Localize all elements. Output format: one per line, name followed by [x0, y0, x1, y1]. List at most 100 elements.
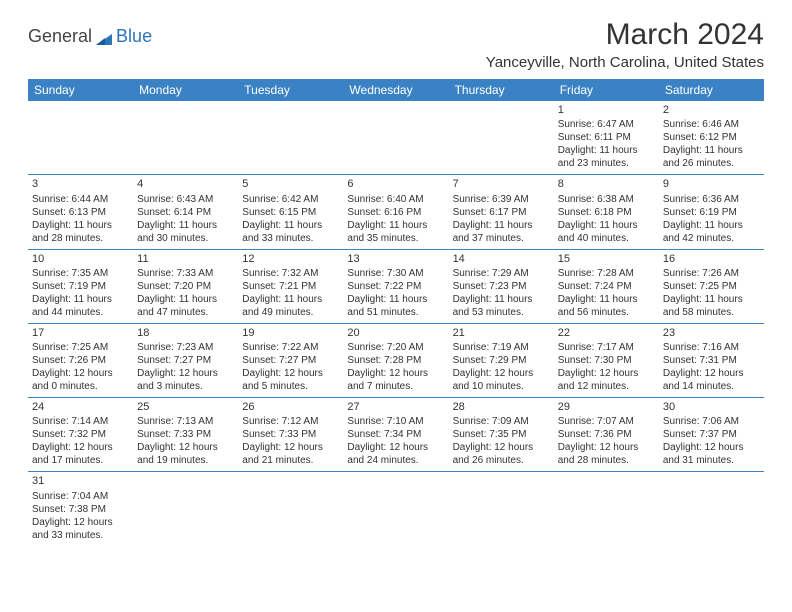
daylight-text2: and 7 minutes.: [347, 380, 444, 393]
calendar-row: 31Sunrise: 7:04 AMSunset: 7:38 PMDayligh…: [28, 472, 764, 546]
day-number: 7: [453, 177, 550, 191]
sunrise-text: Sunrise: 7:13 AM: [137, 415, 234, 428]
day-number: 26: [242, 400, 339, 414]
sunset-text: Sunset: 6:15 PM: [242, 206, 339, 219]
daylight-text: Daylight: 11 hours: [558, 144, 655, 157]
sunrise-text: Sunrise: 6:46 AM: [663, 118, 760, 131]
calendar-cell: 10Sunrise: 7:35 AMSunset: 7:19 PMDayligh…: [28, 249, 133, 323]
sunrise-text: Sunrise: 7:35 AM: [32, 267, 129, 280]
calendar-cell: 9Sunrise: 6:36 AMSunset: 6:19 PMDaylight…: [659, 175, 764, 249]
day-number: 19: [242, 326, 339, 340]
brand-logo: General Blue: [28, 26, 152, 47]
calendar-cell: 27Sunrise: 7:10 AMSunset: 7:34 PMDayligh…: [343, 398, 448, 472]
sunrise-text: Sunrise: 7:28 AM: [558, 267, 655, 280]
daylight-text2: and 17 minutes.: [32, 454, 129, 467]
sunset-text: Sunset: 7:31 PM: [663, 354, 760, 367]
calendar-cell: [238, 101, 343, 175]
sunset-text: Sunset: 7:21 PM: [242, 280, 339, 293]
day-number: 25: [137, 400, 234, 414]
calendar-cell: 12Sunrise: 7:32 AMSunset: 7:21 PMDayligh…: [238, 249, 343, 323]
daylight-text: Daylight: 12 hours: [347, 367, 444, 380]
daylight-text2: and 40 minutes.: [558, 232, 655, 245]
calendar-cell: [343, 472, 448, 546]
daylight-text2: and 37 minutes.: [453, 232, 550, 245]
daylight-text: Daylight: 12 hours: [347, 441, 444, 454]
daylight-text2: and 58 minutes.: [663, 306, 760, 319]
col-sunday: Sunday: [28, 79, 133, 101]
sunset-text: Sunset: 7:22 PM: [347, 280, 444, 293]
sunset-text: Sunset: 6:14 PM: [137, 206, 234, 219]
calendar-cell: [28, 101, 133, 175]
calendar-cell: 22Sunrise: 7:17 AMSunset: 7:30 PMDayligh…: [554, 323, 659, 397]
calendar-cell: 21Sunrise: 7:19 AMSunset: 7:29 PMDayligh…: [449, 323, 554, 397]
daylight-text: Daylight: 12 hours: [558, 367, 655, 380]
sunset-text: Sunset: 7:20 PM: [137, 280, 234, 293]
daylight-text: Daylight: 11 hours: [137, 219, 234, 232]
daylight-text: Daylight: 11 hours: [453, 293, 550, 306]
calendar-cell: 28Sunrise: 7:09 AMSunset: 7:35 PMDayligh…: [449, 398, 554, 472]
calendar-cell: 5Sunrise: 6:42 AMSunset: 6:15 PMDaylight…: [238, 175, 343, 249]
calendar-cell: 7Sunrise: 6:39 AMSunset: 6:17 PMDaylight…: [449, 175, 554, 249]
month-title: March 2024: [486, 18, 764, 52]
sunrise-text: Sunrise: 7:30 AM: [347, 267, 444, 280]
calendar-cell: 16Sunrise: 7:26 AMSunset: 7:25 PMDayligh…: [659, 249, 764, 323]
calendar-cell: [133, 101, 238, 175]
daylight-text2: and 12 minutes.: [558, 380, 655, 393]
daylight-text: Daylight: 12 hours: [663, 367, 760, 380]
daylight-text: Daylight: 11 hours: [347, 219, 444, 232]
sunset-text: Sunset: 6:18 PM: [558, 206, 655, 219]
sunset-text: Sunset: 7:34 PM: [347, 428, 444, 441]
day-number: 9: [663, 177, 760, 191]
sunset-text: Sunset: 6:17 PM: [453, 206, 550, 219]
sunrise-text: Sunrise: 7:12 AM: [242, 415, 339, 428]
sunrise-text: Sunrise: 7:09 AM: [453, 415, 550, 428]
sunset-text: Sunset: 6:13 PM: [32, 206, 129, 219]
calendar-cell: 6Sunrise: 6:40 AMSunset: 6:16 PMDaylight…: [343, 175, 448, 249]
calendar-cell: 29Sunrise: 7:07 AMSunset: 7:36 PMDayligh…: [554, 398, 659, 472]
day-number: 29: [558, 400, 655, 414]
sunrise-text: Sunrise: 7:07 AM: [558, 415, 655, 428]
daylight-text: Daylight: 11 hours: [663, 144, 760, 157]
calendar-cell: [659, 472, 764, 546]
day-number: 22: [558, 326, 655, 340]
sunset-text: Sunset: 7:33 PM: [242, 428, 339, 441]
sunrise-text: Sunrise: 7:19 AM: [453, 341, 550, 354]
sunrise-text: Sunrise: 6:43 AM: [137, 193, 234, 206]
daylight-text2: and 5 minutes.: [242, 380, 339, 393]
sunset-text: Sunset: 7:37 PM: [663, 428, 760, 441]
header-row: Sunday Monday Tuesday Wednesday Thursday…: [28, 79, 764, 101]
daylight-text: Daylight: 11 hours: [32, 219, 129, 232]
day-number: 11: [137, 252, 234, 266]
calendar-table: Sunday Monday Tuesday Wednesday Thursday…: [28, 79, 764, 546]
day-number: 30: [663, 400, 760, 414]
day-number: 20: [347, 326, 444, 340]
sunrise-text: Sunrise: 6:47 AM: [558, 118, 655, 131]
daylight-text: Daylight: 11 hours: [242, 293, 339, 306]
daylight-text2: and 35 minutes.: [347, 232, 444, 245]
calendar-cell: 19Sunrise: 7:22 AMSunset: 7:27 PMDayligh…: [238, 323, 343, 397]
sunset-text: Sunset: 7:24 PM: [558, 280, 655, 293]
sunset-text: Sunset: 7:38 PM: [32, 503, 129, 516]
calendar-cell: 31Sunrise: 7:04 AMSunset: 7:38 PMDayligh…: [28, 472, 133, 546]
day-number: 24: [32, 400, 129, 414]
day-number: 13: [347, 252, 444, 266]
daylight-text: Daylight: 12 hours: [32, 516, 129, 529]
sunrise-text: Sunrise: 7:17 AM: [558, 341, 655, 354]
daylight-text: Daylight: 12 hours: [242, 367, 339, 380]
daylight-text: Daylight: 12 hours: [558, 441, 655, 454]
day-number: 8: [558, 177, 655, 191]
daylight-text2: and 30 minutes.: [137, 232, 234, 245]
brand-blue: Blue: [116, 26, 152, 47]
daylight-text: Daylight: 11 hours: [558, 293, 655, 306]
header: General Blue March 2024 Yanceyville, Nor…: [28, 18, 764, 71]
day-number: 4: [137, 177, 234, 191]
calendar-row: 1Sunrise: 6:47 AMSunset: 6:11 PMDaylight…: [28, 101, 764, 175]
col-saturday: Saturday: [659, 79, 764, 101]
calendar-cell: 11Sunrise: 7:33 AMSunset: 7:20 PMDayligh…: [133, 249, 238, 323]
daylight-text2: and 28 minutes.: [558, 454, 655, 467]
sunset-text: Sunset: 6:16 PM: [347, 206, 444, 219]
calendar-cell: 30Sunrise: 7:06 AMSunset: 7:37 PMDayligh…: [659, 398, 764, 472]
sunset-text: Sunset: 7:33 PM: [137, 428, 234, 441]
calendar-cell: 14Sunrise: 7:29 AMSunset: 7:23 PMDayligh…: [449, 249, 554, 323]
daylight-text: Daylight: 12 hours: [663, 441, 760, 454]
